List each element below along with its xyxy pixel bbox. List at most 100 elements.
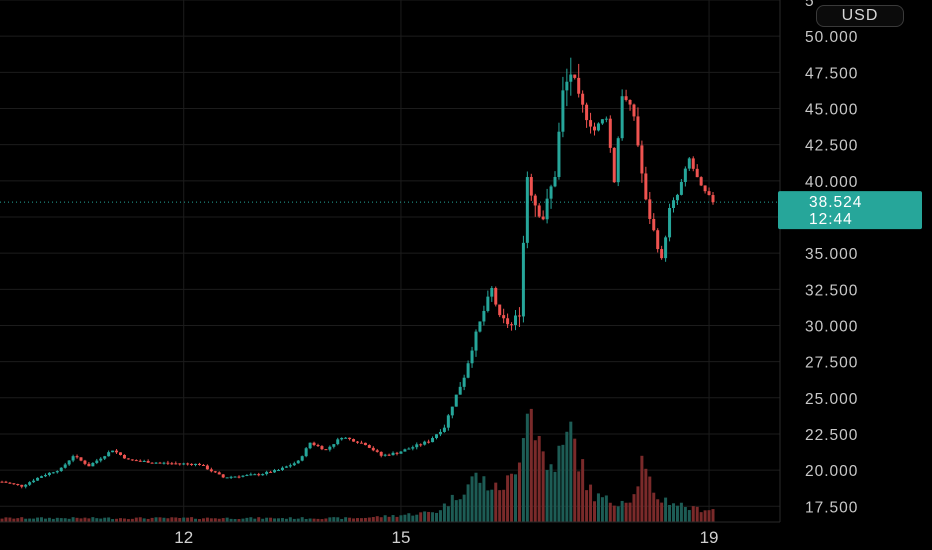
candle-body bbox=[356, 441, 359, 443]
volume-bar bbox=[494, 482, 498, 522]
candle-body bbox=[391, 452, 395, 456]
candle-body bbox=[438, 431, 442, 435]
candle-body bbox=[411, 447, 415, 449]
volume-bar bbox=[517, 462, 521, 522]
volume-bar bbox=[660, 502, 664, 522]
volume-bar bbox=[367, 517, 371, 522]
volume-bar bbox=[561, 444, 565, 522]
volume-bar bbox=[12, 518, 16, 522]
volume-bar bbox=[411, 515, 415, 522]
candle-body bbox=[126, 458, 130, 460]
candle-body bbox=[24, 484, 28, 487]
candle-body bbox=[553, 177, 557, 187]
volume-bar bbox=[201, 518, 205, 522]
currency-button[interactable]: USD bbox=[816, 5, 904, 27]
time-axis[interactable]: 12 15 19 bbox=[174, 528, 718, 547]
candle-body bbox=[660, 249, 664, 259]
volume-bar bbox=[359, 518, 363, 522]
candle-body bbox=[336, 439, 340, 445]
candle-body bbox=[616, 138, 620, 183]
volume-bar bbox=[91, 517, 95, 522]
candle-body bbox=[332, 444, 336, 447]
volume-bar bbox=[419, 512, 423, 522]
volume-bar bbox=[75, 517, 79, 522]
candle-body bbox=[375, 450, 379, 452]
price-tick-label: 22.500 bbox=[805, 427, 858, 444]
volume-bar bbox=[182, 517, 186, 522]
volume-bar bbox=[695, 506, 699, 522]
volume-bar bbox=[679, 502, 683, 522]
volume-bar bbox=[620, 500, 624, 522]
candle-body bbox=[427, 441, 431, 443]
candle-body bbox=[344, 437, 348, 439]
price-tick-label: 35.000 bbox=[805, 246, 858, 263]
candle-body bbox=[32, 480, 36, 483]
volume-bar bbox=[640, 455, 644, 522]
volume-bar bbox=[198, 519, 201, 522]
last-price-value: 38.524 bbox=[809, 194, 862, 211]
volume-bars bbox=[0, 408, 715, 522]
volume-bar bbox=[190, 517, 194, 522]
volume-bar bbox=[221, 518, 225, 522]
volume-bar bbox=[565, 431, 569, 522]
candle-body bbox=[43, 475, 47, 477]
candle-body bbox=[55, 471, 59, 473]
candle-body bbox=[577, 77, 581, 94]
candle-body bbox=[545, 198, 549, 220]
volume-bar bbox=[502, 489, 506, 522]
candle-body bbox=[162, 462, 166, 464]
time-tick-label: 12 bbox=[174, 528, 193, 547]
volume-bar bbox=[154, 517, 158, 522]
candle-body bbox=[589, 120, 593, 127]
candle-body bbox=[217, 472, 221, 475]
candle-body bbox=[20, 484, 24, 487]
candle-body bbox=[71, 456, 75, 461]
volume-bar bbox=[40, 517, 43, 522]
candle-body bbox=[178, 463, 182, 465]
candle-body bbox=[194, 463, 198, 465]
candle-body bbox=[158, 462, 162, 464]
candle-body bbox=[664, 237, 668, 259]
price-tick-label: 27.500 bbox=[805, 355, 858, 372]
candle-body bbox=[478, 321, 482, 332]
candle-body bbox=[87, 463, 91, 467]
volume-bar bbox=[624, 502, 628, 522]
volume-bar bbox=[178, 517, 182, 522]
volume-bar bbox=[458, 499, 462, 522]
volume-bar bbox=[126, 519, 130, 522]
volume-bar bbox=[55, 517, 59, 522]
volume-bar bbox=[213, 518, 217, 522]
volume-bar bbox=[229, 518, 233, 522]
volume-bar bbox=[47, 517, 51, 522]
candle-body bbox=[138, 460, 142, 462]
volume-bar bbox=[348, 517, 352, 522]
volume-bar bbox=[296, 518, 300, 522]
volume-bar bbox=[589, 484, 593, 522]
volume-bar bbox=[24, 518, 28, 522]
candle-body bbox=[442, 427, 446, 432]
volume-bar bbox=[312, 518, 316, 522]
candle-body bbox=[284, 466, 288, 468]
volume-bar bbox=[324, 518, 328, 522]
volume-bar bbox=[352, 518, 356, 522]
candle-body bbox=[656, 230, 660, 250]
candle-body bbox=[529, 177, 533, 196]
candle-body bbox=[8, 482, 12, 484]
candle-body bbox=[379, 451, 383, 456]
price-axis[interactable]: 17.500 20.000 22.500 25.000 27.500 30.000 32.5… bbox=[805, 0, 858, 516]
volume-bar bbox=[83, 517, 87, 522]
volume-bar bbox=[119, 518, 122, 522]
candle-body bbox=[308, 442, 312, 449]
candle-body bbox=[537, 205, 541, 217]
volume-bar bbox=[407, 513, 411, 522]
candle-body bbox=[363, 442, 367, 446]
candle-body bbox=[502, 315, 506, 319]
volume-bar bbox=[308, 518, 312, 522]
volume-bar bbox=[280, 518, 284, 522]
candle-body bbox=[245, 474, 249, 476]
volume-bar bbox=[383, 515, 387, 522]
price-tick-label: 47.500 bbox=[805, 65, 858, 82]
volume-bar bbox=[423, 511, 427, 522]
candle-body bbox=[407, 448, 411, 450]
